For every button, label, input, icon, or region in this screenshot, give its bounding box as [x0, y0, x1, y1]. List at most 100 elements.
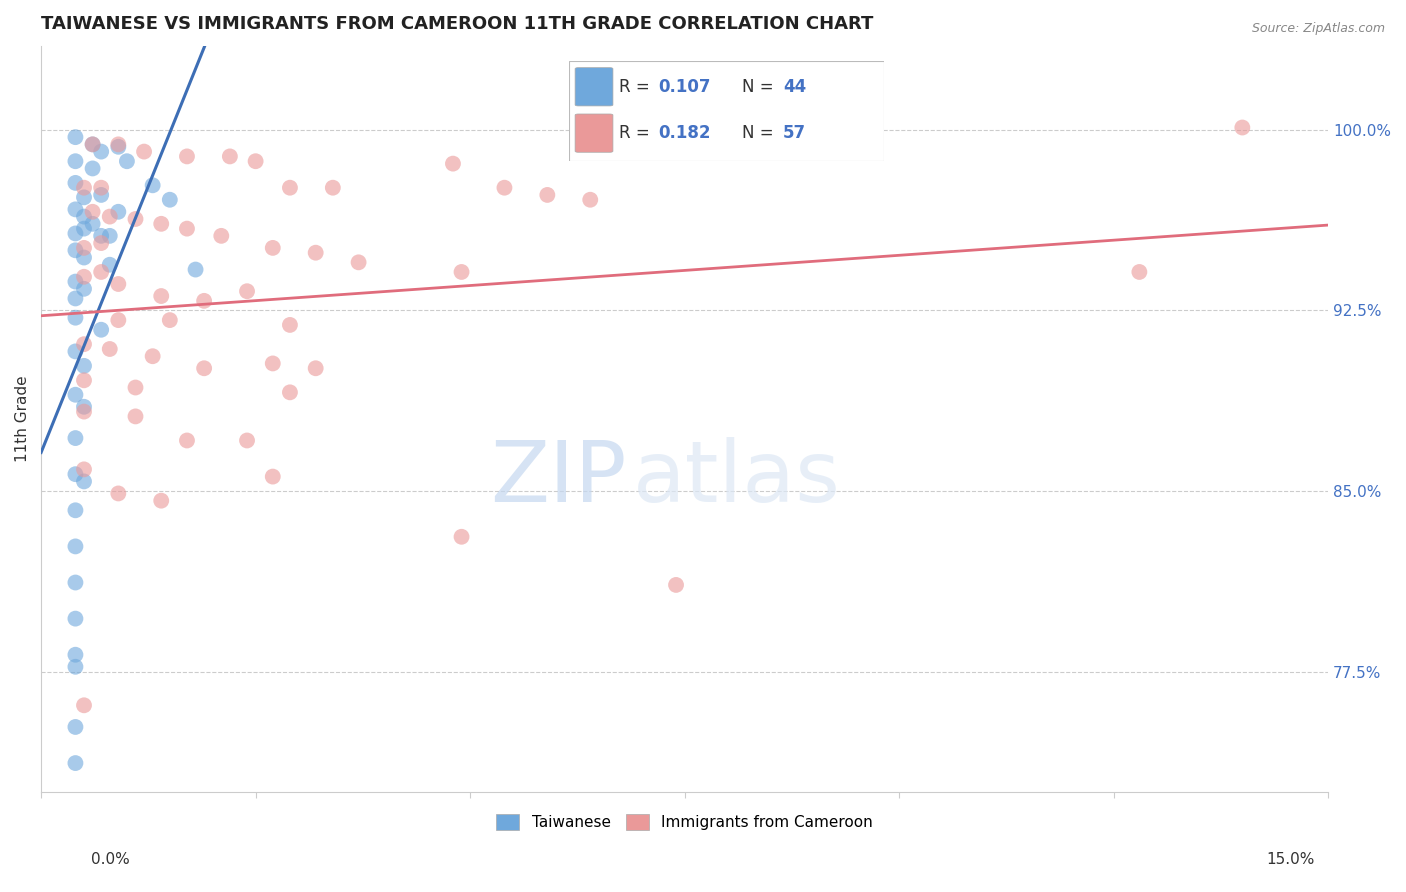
Text: atlas: atlas: [633, 437, 841, 520]
Point: [262, 241, 284, 255]
Point: [90, 323, 112, 337]
Point: [73, 251, 96, 265]
Point: [124, 380, 146, 394]
Point: [65, 660, 87, 674]
Point: [65, 202, 87, 217]
Point: [236, 434, 259, 448]
Point: [65, 275, 87, 289]
Y-axis label: 11th Grade: 11th Grade: [15, 376, 30, 462]
Point: [73, 462, 96, 476]
Point: [218, 149, 240, 163]
Point: [278, 180, 301, 194]
Point: [65, 503, 87, 517]
Point: [65, 176, 87, 190]
Point: [124, 409, 146, 424]
Point: [98, 258, 121, 272]
Point: [73, 210, 96, 224]
Point: [450, 265, 472, 279]
Point: [278, 385, 301, 400]
Text: 0.0%: 0.0%: [91, 852, 131, 867]
Point: [73, 400, 96, 414]
Point: [90, 188, 112, 202]
Point: [176, 149, 198, 163]
Point: [73, 282, 96, 296]
Point: [82, 161, 104, 176]
Point: [82, 204, 104, 219]
Point: [65, 612, 87, 626]
Point: [107, 277, 129, 291]
Point: [107, 486, 129, 500]
Point: [184, 262, 207, 277]
Point: [73, 337, 96, 351]
Point: [193, 361, 215, 376]
Legend: Taiwanese, Immigrants from Cameroon: Taiwanese, Immigrants from Cameroon: [491, 808, 879, 837]
Point: [305, 245, 328, 260]
Point: [450, 530, 472, 544]
Point: [150, 289, 173, 303]
Point: [107, 204, 129, 219]
Point: [73, 221, 96, 235]
Point: [278, 318, 301, 332]
Text: Source: ZipAtlas.com: Source: ZipAtlas.com: [1251, 22, 1385, 36]
Text: 15.0%: 15.0%: [1267, 852, 1315, 867]
Point: [536, 188, 558, 202]
Point: [150, 493, 173, 508]
Point: [245, 154, 267, 169]
Point: [82, 137, 104, 152]
Point: [65, 720, 87, 734]
Point: [65, 756, 87, 770]
Point: [193, 293, 215, 308]
Point: [665, 578, 688, 592]
Point: [73, 698, 96, 713]
Point: [322, 180, 344, 194]
Point: [73, 180, 96, 194]
Point: [65, 344, 87, 359]
Point: [142, 178, 165, 193]
Point: [82, 137, 104, 152]
Point: [1128, 265, 1150, 279]
Point: [65, 292, 87, 306]
Point: [65, 388, 87, 402]
Point: [73, 269, 96, 284]
Point: [73, 475, 96, 489]
Point: [73, 404, 96, 418]
Point: [236, 284, 259, 298]
Point: [90, 228, 112, 243]
Point: [65, 154, 87, 169]
Point: [176, 221, 198, 235]
Point: [159, 313, 181, 327]
Point: [73, 241, 96, 255]
Point: [347, 255, 370, 269]
Point: [90, 236, 112, 251]
Point: [262, 469, 284, 483]
Point: [90, 265, 112, 279]
Point: [65, 648, 87, 662]
Text: TAIWANESE VS IMMIGRANTS FROM CAMEROON 11TH GRADE CORRELATION CHART: TAIWANESE VS IMMIGRANTS FROM CAMEROON 11…: [41, 15, 873, 33]
Point: [65, 310, 87, 325]
Point: [115, 154, 138, 169]
Point: [176, 434, 198, 448]
Point: [1232, 120, 1254, 135]
Point: [65, 130, 87, 145]
Point: [90, 180, 112, 194]
Point: [65, 227, 87, 241]
Point: [98, 342, 121, 356]
Point: [98, 228, 121, 243]
Point: [107, 140, 129, 154]
Point: [124, 212, 146, 227]
Text: ZIP: ZIP: [491, 437, 627, 520]
Point: [305, 361, 328, 376]
Point: [73, 190, 96, 204]
Point: [73, 359, 96, 373]
Point: [65, 575, 87, 590]
Point: [579, 193, 602, 207]
Point: [142, 349, 165, 363]
Point: [90, 145, 112, 159]
Point: [132, 145, 155, 159]
Point: [65, 431, 87, 445]
Point: [65, 467, 87, 482]
Point: [494, 180, 516, 194]
Point: [159, 193, 181, 207]
Point: [107, 313, 129, 327]
Point: [65, 540, 87, 554]
